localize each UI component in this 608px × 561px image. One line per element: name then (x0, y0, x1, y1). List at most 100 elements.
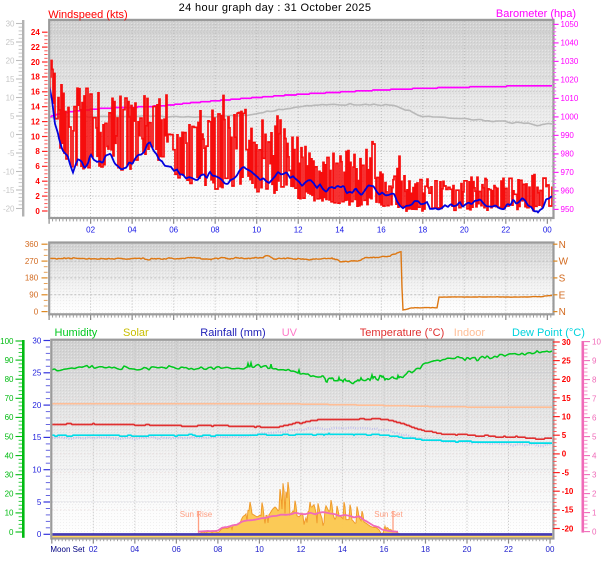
svg-text:E: E (559, 290, 566, 301)
svg-text:5: 5 (592, 432, 597, 441)
svg-text:16: 16 (377, 225, 386, 234)
svg-text:270: 270 (25, 257, 39, 266)
svg-text:25: 25 (6, 38, 15, 47)
svg-text:16: 16 (380, 545, 389, 554)
svg-text:18: 18 (418, 225, 427, 234)
svg-text:5: 5 (562, 431, 567, 440)
svg-text:Windspeed (kts): Windspeed (kts) (48, 9, 127, 21)
svg-text:1010: 1010 (561, 94, 579, 103)
svg-text:0: 0 (34, 307, 39, 316)
svg-text:08: 08 (213, 545, 222, 554)
svg-text:1: 1 (592, 508, 597, 517)
svg-text:980: 980 (561, 150, 575, 159)
svg-text:360: 360 (25, 240, 39, 249)
svg-text:10: 10 (255, 545, 264, 554)
svg-text:0: 0 (10, 130, 15, 139)
svg-text:30: 30 (32, 336, 41, 345)
svg-text:2: 2 (592, 489, 597, 498)
svg-text:8: 8 (592, 375, 597, 384)
svg-text:20: 20 (6, 56, 15, 65)
svg-text:10: 10 (592, 337, 601, 346)
svg-text:12: 12 (31, 117, 40, 126)
svg-text:S: S (559, 274, 566, 285)
svg-text:22: 22 (504, 545, 513, 554)
svg-text:8: 8 (35, 147, 40, 156)
svg-text:Indoor: Indoor (454, 327, 486, 339)
svg-text:24: 24 (31, 28, 40, 37)
svg-text:970: 970 (561, 168, 575, 177)
svg-text:15: 15 (6, 75, 15, 84)
svg-text:20: 20 (463, 545, 472, 554)
svg-text:70: 70 (5, 394, 14, 403)
svg-text:Temperature (°C): Temperature (°C) (360, 327, 444, 339)
svg-text:12: 12 (296, 545, 305, 554)
svg-text:25: 25 (32, 369, 41, 378)
svg-text:14: 14 (335, 225, 344, 234)
svg-text:90: 90 (5, 356, 14, 365)
svg-text:Sun Rise: Sun Rise (180, 510, 213, 519)
svg-text:15: 15 (562, 394, 571, 403)
svg-text:10: 10 (252, 225, 261, 234)
svg-text:Barometer (hpa): Barometer (hpa) (496, 8, 576, 20)
svg-text:14: 14 (31, 103, 40, 112)
svg-text:7: 7 (592, 394, 597, 403)
svg-text:-10: -10 (562, 487, 574, 496)
svg-text:Rainfall (mm): Rainfall (mm) (200, 327, 265, 339)
svg-text:30: 30 (5, 471, 14, 480)
svg-text:0: 0 (9, 528, 14, 537)
svg-text:50: 50 (5, 432, 14, 441)
svg-text:08: 08 (211, 225, 220, 234)
svg-text:22: 22 (501, 225, 510, 234)
svg-text:5: 5 (37, 498, 42, 507)
svg-text:W: W (559, 257, 569, 268)
svg-text:04: 04 (130, 545, 139, 554)
svg-text:N: N (559, 307, 566, 318)
svg-text:16: 16 (31, 88, 40, 97)
svg-text:20: 20 (5, 490, 14, 499)
svg-text:1030: 1030 (561, 57, 579, 66)
svg-text:-15: -15 (562, 506, 574, 515)
svg-text:990: 990 (561, 131, 575, 140)
svg-text:Dew Point (°C): Dew Point (°C) (512, 327, 585, 339)
svg-text:UV: UV (282, 327, 298, 339)
svg-text:-15: -15 (3, 186, 15, 195)
svg-text:14: 14 (338, 545, 347, 554)
svg-text:60: 60 (5, 413, 14, 422)
svg-text:2: 2 (35, 192, 40, 201)
svg-text:02: 02 (86, 225, 95, 234)
svg-text:06: 06 (169, 225, 178, 234)
svg-text:10: 10 (6, 93, 15, 102)
svg-text:00: 00 (543, 225, 552, 234)
svg-text:20: 20 (32, 401, 41, 410)
svg-text:N: N (559, 240, 566, 251)
svg-text:9: 9 (592, 356, 597, 365)
svg-text:20: 20 (562, 375, 571, 384)
svg-text:22: 22 (31, 43, 40, 52)
svg-text:5: 5 (10, 112, 15, 121)
svg-text:950: 950 (561, 205, 575, 214)
svg-text:10: 10 (562, 412, 571, 421)
svg-text:06: 06 (172, 545, 181, 554)
svg-text:25: 25 (562, 356, 571, 365)
svg-text:Moon Set: Moon Set (50, 545, 85, 554)
svg-text:1050: 1050 (561, 20, 579, 29)
svg-text:180: 180 (25, 274, 39, 283)
svg-text:6: 6 (35, 162, 40, 171)
svg-text:04: 04 (128, 225, 137, 234)
svg-text:4: 4 (35, 177, 40, 186)
svg-text:00: 00 (546, 545, 555, 554)
svg-text:-20: -20 (3, 204, 15, 213)
svg-text:40: 40 (5, 451, 14, 460)
svg-text:4: 4 (592, 451, 597, 460)
svg-text:1040: 1040 (561, 39, 579, 48)
svg-text:Solar: Solar (123, 327, 149, 339)
svg-text:6: 6 (592, 413, 597, 422)
svg-text:18: 18 (31, 73, 40, 82)
svg-text:18: 18 (421, 545, 430, 554)
svg-text:30: 30 (6, 19, 15, 28)
svg-text:0: 0 (562, 450, 567, 459)
svg-text:12: 12 (294, 225, 303, 234)
svg-text:-10: -10 (3, 167, 15, 176)
svg-text:0: 0 (37, 530, 42, 539)
svg-text:0: 0 (35, 207, 40, 216)
